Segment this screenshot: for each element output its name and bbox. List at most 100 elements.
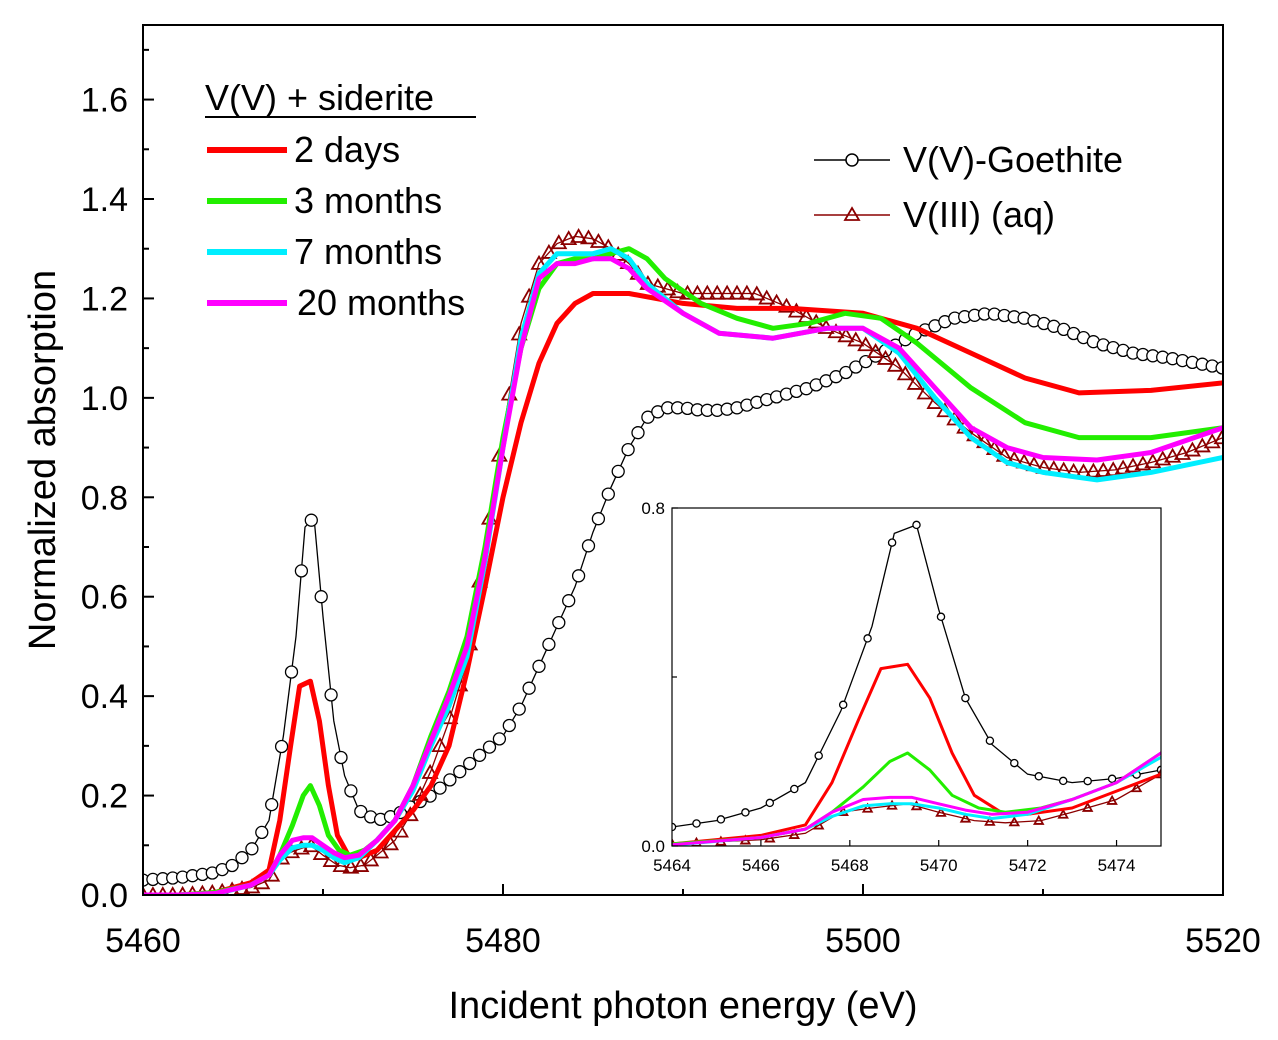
y-tick-label: 0.2 xyxy=(81,778,128,816)
inset-series-v-v-goethite-marker xyxy=(1107,774,1117,784)
main-series-v-iii-aq-marker xyxy=(1164,447,1182,463)
main-series-v-v-goethite-marker xyxy=(433,781,447,795)
main-series-v-v-goethite-marker xyxy=(265,797,279,812)
main-series-group xyxy=(143,227,1223,895)
main-series-v-v-goethite-marker xyxy=(562,594,576,608)
main-series-v-iii-aq-marker xyxy=(718,284,736,300)
inset-x-axis: 5464 5466 5468 5470 5472 5474 xyxy=(653,840,1135,875)
main-series-v-v-goethite-marker xyxy=(274,739,289,754)
y-tick-label: 1.0 xyxy=(81,380,128,418)
inset-series-group xyxy=(672,520,1161,846)
main-series-v-v-goethite-marker xyxy=(571,569,586,583)
main-x-axis: 5460 5480 5500 5520 xyxy=(105,884,1261,960)
inset-series-v-v-goethite-marker xyxy=(961,693,970,703)
main-series-v-iii-aq-marker xyxy=(886,356,904,372)
main-series-v-iii-aq-marker xyxy=(342,858,360,874)
main-series-v-iii-aq-marker xyxy=(560,230,578,246)
main-series-v-iii-aq-marker xyxy=(876,349,895,365)
main-series-v-v-goethite-marker xyxy=(482,740,497,754)
inset-x-tick-label: 5464 xyxy=(653,856,691,875)
inset-series-v-v-goethite-marker xyxy=(765,798,775,808)
main-series-v-v-goethite-marker xyxy=(225,858,239,873)
main-series-v-iii-aq-marker xyxy=(530,254,548,270)
main-series-v-v-goethite-marker xyxy=(255,825,269,840)
main-series-v-iii-aq-marker xyxy=(827,323,845,339)
main-series-v-v-goethite-marker xyxy=(453,765,467,779)
main-series-v-v-goethite-marker xyxy=(542,637,556,652)
main-series-v-v-goethite-marker xyxy=(631,426,645,440)
inset-series-v-v-goethite-marker xyxy=(1034,772,1044,781)
x-tick-label: 5480 xyxy=(465,922,541,960)
inset-series-v-iii-aq-marker xyxy=(1057,808,1069,819)
inset-series-v-v-goethite-marker xyxy=(741,808,750,817)
inset-series-v-iii-aq-marker xyxy=(984,815,996,826)
main-series-v-iii-aq-marker xyxy=(1144,453,1162,469)
main-series-v-v-goethite-marker xyxy=(443,773,457,787)
inset-series-v-v-goethite-marker xyxy=(863,634,872,643)
inset-series-v-v-goethite-marker xyxy=(838,700,848,710)
main-series-v-v-goethite-marker xyxy=(849,360,863,374)
inset-series-2-days-line xyxy=(672,662,1161,846)
main-series-v-iii-aq-marker xyxy=(1124,457,1142,473)
inset-series-v-v-goethite-marker xyxy=(887,538,897,547)
y-tick-label: 1.4 xyxy=(81,181,128,219)
main-series-v-iii-aq-marker xyxy=(906,374,924,390)
inset-series-7-months-line xyxy=(672,755,1161,846)
y-tick-label: 0.4 xyxy=(81,678,128,716)
main-series-v-iii-aq-marker xyxy=(748,285,766,301)
main-series-v-iii-aq-marker xyxy=(777,297,796,313)
main-series-v-iii-aq-marker xyxy=(758,289,776,305)
inset-series-v-iii-aq-marker xyxy=(959,812,972,823)
main-series-v-iii-aq-marker xyxy=(1084,462,1102,478)
main-series-v-v-goethite-marker xyxy=(235,851,249,865)
inset-series-3-months-line xyxy=(672,750,1161,846)
main-series-v-v-goethite-marker xyxy=(621,442,635,457)
inset-series-v-iii-aq-marker xyxy=(1130,782,1143,793)
inset-series-v-v-goethite-marker xyxy=(912,520,921,530)
main-series-v-v-goethite-marker xyxy=(324,688,338,702)
legend-left-title: V(V) + siderite xyxy=(205,77,434,118)
y-axis-label: Normalized absorption xyxy=(22,270,64,650)
inset-plot: 5464 5466 5468 5470 5472 5474 0.0 0.8 xyxy=(641,499,1162,875)
inset-x-tick-label: 5466 xyxy=(742,856,780,875)
main-series-v-iii-aq-marker xyxy=(540,243,558,259)
legend-right: V(V)-Goethite V(III) (aq) xyxy=(814,139,1123,235)
main-series-v-iii-aq-marker xyxy=(837,327,855,343)
main-series-v-iii-aq-marker xyxy=(362,851,380,867)
inset-series-v-v-goethite-marker xyxy=(692,819,701,828)
main-y-axis: 0.0 0.2 0.4 0.6 0.8 1.0 1.2 1.4 1.6 xyxy=(81,48,154,915)
inset-series-v-v-goethite-marker xyxy=(790,784,799,794)
x-tick-label: 5460 xyxy=(105,922,181,960)
inset-series-v-iii-aq-marker xyxy=(861,802,874,813)
main-series-v-iii-aq-marker xyxy=(381,835,400,851)
inset-x-tick-label: 5470 xyxy=(920,856,958,875)
inset-x-tick-label: 5474 xyxy=(1098,856,1136,875)
inset-series-v-v-goethite-marker xyxy=(1010,758,1019,768)
main-series-v-iii-aq-marker xyxy=(738,284,756,300)
inset-series-v-v-goethite-line xyxy=(672,524,1161,828)
legend-label-7-months: 7 months xyxy=(294,231,442,272)
x-tick-label: 5520 xyxy=(1185,922,1261,960)
main-series-v-v-goethite-marker xyxy=(314,590,328,604)
main-series-v-iii-aq-marker xyxy=(589,232,607,248)
main-series-v-iii-aq-marker xyxy=(421,763,439,779)
main-series-v-v-goethite-marker xyxy=(532,659,546,673)
main-series-v-v-goethite-marker xyxy=(472,748,487,762)
main-series-v-v-goethite-marker xyxy=(522,681,536,695)
main-series-v-iii-aq-marker xyxy=(570,227,588,243)
main-series-v-v-goethite-marker xyxy=(601,487,615,501)
main-series-v-iii-aq-marker xyxy=(1114,459,1132,475)
main-series-v-iii-aq-marker xyxy=(431,737,449,753)
main-series-v-v-goethite-marker xyxy=(611,464,625,479)
main-series-v-iii-aq-marker xyxy=(1094,461,1112,477)
inset-series-v-v-goethite-marker xyxy=(716,815,726,824)
main-series-v-iii-aq-marker xyxy=(847,331,865,347)
main-series-v-v-goethite-marker xyxy=(839,365,853,380)
legend-label-3-months: 3 months xyxy=(294,180,442,221)
inset-series-v-v-goethite-marker xyxy=(936,612,946,622)
main-series-v-v-goethite-marker xyxy=(581,539,596,553)
inset-series-v-v-goethite-marker xyxy=(814,751,823,760)
legend-marker-v-iii-aq xyxy=(843,206,861,221)
inset-series-v-iii-aq-marker xyxy=(788,828,801,839)
